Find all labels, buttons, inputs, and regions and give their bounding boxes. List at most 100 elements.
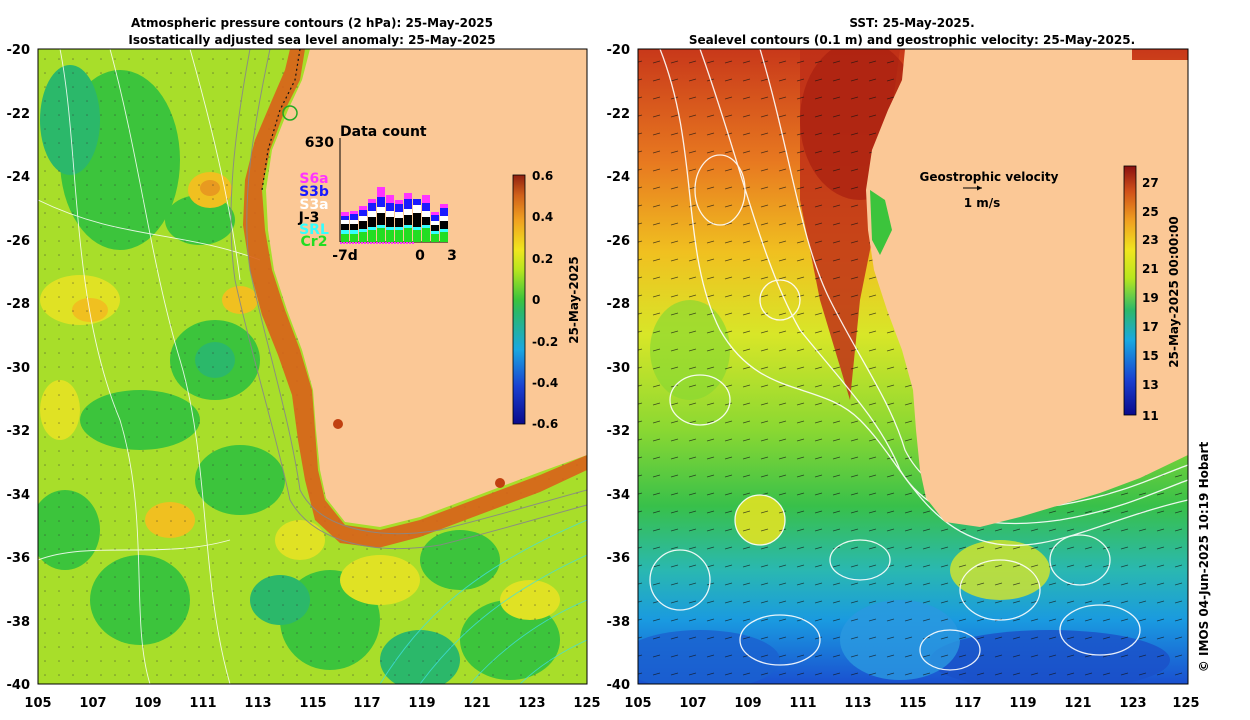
data-count-bar-segment — [386, 211, 394, 217]
right-lon-tick: 121 — [1064, 696, 1091, 711]
data-count-x-label: -7d — [332, 248, 358, 264]
data-count-bar-segment — [395, 212, 403, 218]
left-lon-tick: 113 — [244, 696, 271, 711]
left-lon-tick: 111 — [189, 696, 216, 711]
data-count-bar-segment — [431, 225, 439, 231]
left-title-line2: Isostatically adjusted sea level anomaly… — [128, 33, 495, 47]
data-count-bar-segment — [377, 228, 385, 242]
left-lon-tick: 123 — [518, 696, 545, 711]
data-count-bar-segment — [395, 227, 403, 230]
right-lat-tick: -40 — [607, 678, 631, 693]
data-count-bar-segment — [341, 220, 349, 224]
left-lat-tick: -36 — [7, 551, 31, 566]
sealevel-contours — [649, 49, 1188, 671]
sst-cb-tick: 13 — [1142, 378, 1159, 392]
left-lat-tick: -28 — [7, 297, 31, 312]
data-count-bar-segment — [422, 195, 430, 203]
sla-map — [38, 49, 587, 684]
left-lon-tick: 125 — [573, 696, 600, 711]
data-count-bar-segment — [368, 227, 376, 230]
data-count-bar-segment — [404, 193, 412, 199]
mission-label-cr2: Cr2 — [301, 234, 328, 250]
right-lat-tick: -32 — [607, 424, 631, 439]
station-marker-south — [495, 478, 505, 488]
data-count-bar-segment — [413, 213, 421, 227]
left-map-panel: Atmospheric pressure contours (2 hPa): 2… — [7, 16, 601, 711]
bathymetry-contours — [230, 49, 587, 550]
sst-cb-tick: 25 — [1142, 205, 1159, 219]
sla-cb-tick: 0 — [532, 293, 540, 307]
velocity-scale-value: 1 m/s — [964, 196, 1001, 210]
left-lat-tick: -40 — [7, 678, 31, 693]
data-count-bar-segment — [440, 229, 448, 232]
coastline-dotted — [261, 49, 301, 191]
right-lon-tick: 105 — [624, 696, 651, 711]
data-count-bar-segment — [422, 203, 430, 211]
data-count-bar-segment — [359, 229, 367, 232]
data-count-bar-segment — [359, 210, 367, 216]
sla-cb-tick: -0.4 — [532, 376, 558, 390]
data-count-x-label: 0 — [415, 248, 425, 264]
data-count-bar-segment — [395, 230, 403, 242]
left-lat-tick: -24 — [7, 170, 31, 185]
data-count-bar-segment — [341, 224, 349, 230]
data-count-title: Data count — [340, 124, 427, 140]
data-count-bar-segment — [386, 230, 394, 242]
data-count-bar-segment — [386, 195, 394, 203]
right-lat-tick: -28 — [607, 297, 631, 312]
data-count-bar-segment — [341, 234, 349, 242]
data-count-bar-segment — [386, 203, 394, 211]
data-count-bar-segment — [431, 234, 439, 242]
right-lon-tick: 125 — [1172, 696, 1199, 711]
imos-credit: © IMOS 04-Jun-2025 10:19 Hobart — [1197, 442, 1211, 673]
data-count-bar-segment — [359, 206, 367, 210]
data-count-bar-segment — [359, 221, 367, 229]
mission-label-s3a: S3a — [299, 197, 328, 213]
right-lon-tick: 113 — [844, 696, 871, 711]
right-title-line1: SST: 25-May-2025. — [849, 16, 974, 30]
right-lat-tick: -26 — [607, 234, 631, 249]
station-marker-north — [282, 105, 298, 121]
data-count-bar-segment — [341, 230, 349, 234]
data-count-bar-segment — [395, 204, 403, 212]
data-count-bar-segment — [404, 228, 412, 242]
left-lat-tick: -34 — [7, 488, 31, 503]
data-count-bar-segment — [404, 225, 412, 228]
left-lon-tick: 105 — [24, 696, 51, 711]
right-lat-tick: -36 — [607, 551, 631, 566]
data-count-bar-segment — [431, 212, 439, 215]
right-lon-tick: 109 — [734, 696, 761, 711]
sst-colorbar-ramp — [1123, 165, 1137, 416]
data-count-bar-segment — [422, 228, 430, 242]
land-mass — [866, 49, 1188, 527]
sst-cb-tick: 23 — [1142, 233, 1159, 247]
left-title-line1: Atmospheric pressure contours (2 hPa): 2… — [131, 16, 493, 30]
sst-cb-tick: 11 — [1142, 409, 1159, 423]
data-count-bar-segment — [395, 200, 403, 204]
data-count-max: 630 — [305, 135, 334, 151]
mission-label-j3: J-3 — [298, 210, 320, 226]
sla-colorbar: 0.6 0.4 0.2 0 -0.2 -0.4 -0.6 25-May-2025 — [512, 169, 581, 431]
right-lat-tick: -30 — [607, 361, 631, 376]
data-count-bar-segment — [377, 187, 385, 197]
left-lat-tick: -22 — [7, 107, 31, 122]
data-count-bar-segment — [440, 216, 448, 221]
velocity-label: Geostrophic velocity — [920, 170, 1059, 184]
data-count-bar-segment — [350, 230, 358, 234]
data-count-x-label: 3 — [447, 248, 457, 264]
pressure-contours — [38, 49, 261, 684]
left-map-frame — [37, 48, 588, 685]
data-count-bar-segment — [422, 225, 430, 228]
left-lat-tick: -38 — [7, 615, 31, 630]
data-count-bar-segment — [368, 230, 376, 242]
data-count-bar-segment — [413, 230, 421, 242]
right-lon-tick: 123 — [1119, 696, 1146, 711]
data-count-bar-segment — [377, 213, 385, 225]
left-lat-tick: -20 — [7, 43, 31, 58]
coastal-shelf-band — [243, 49, 587, 548]
right-lat-tick: -38 — [607, 615, 631, 630]
sst-cb-tick: 17 — [1142, 320, 1159, 334]
data-count-bar-segment — [368, 211, 376, 217]
data-count-bar-segment — [440, 232, 448, 242]
